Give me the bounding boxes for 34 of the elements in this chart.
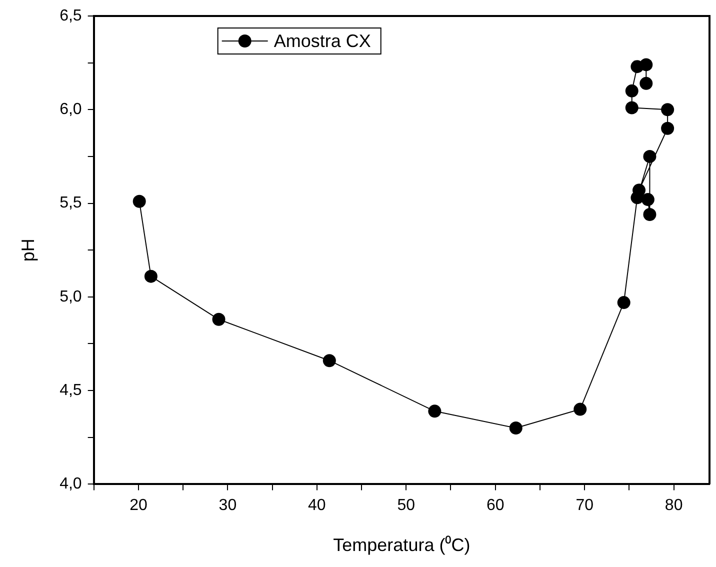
- point: [641, 193, 654, 206]
- point: [617, 296, 630, 310]
- point: [132, 194, 146, 208]
- x-tick-label: 60: [486, 497, 504, 514]
- point: [574, 402, 587, 416]
- point: [212, 312, 226, 326]
- y-tick-label: 6,5: [60, 7, 82, 24]
- point: [661, 122, 674, 135]
- point: [509, 422, 522, 435]
- x-tick-label: 30: [218, 497, 237, 514]
- point: [643, 208, 656, 222]
- y-tick-label: 6,0: [60, 101, 82, 118]
- point: [625, 101, 638, 114]
- point: [640, 58, 653, 72]
- x-tick-label: 50: [397, 497, 416, 514]
- x-tick-label: 40: [308, 497, 326, 514]
- x-tick-label: 70: [576, 497, 594, 514]
- legend-label: Amostra CX: [274, 30, 371, 51]
- point: [625, 84, 638, 98]
- point: [643, 150, 656, 163]
- point: [632, 184, 646, 197]
- x-tick-label: 80: [664, 497, 683, 514]
- point: [661, 103, 674, 116]
- point: [428, 404, 442, 418]
- y-axis-title: pH: [18, 238, 38, 262]
- y-tick-label: 4,0: [60, 476, 82, 493]
- x-axis-title: Temperatura (⁰C): [333, 535, 470, 556]
- y-tick-label: 5,5: [60, 194, 82, 212]
- y-tick-label: 5,0: [60, 288, 82, 306]
- y-tick-label: 4,5: [60, 382, 82, 399]
- x-tick-label: 20: [130, 497, 148, 514]
- point: [322, 354, 336, 368]
- point: [640, 76, 653, 90]
- point: [144, 270, 158, 283]
